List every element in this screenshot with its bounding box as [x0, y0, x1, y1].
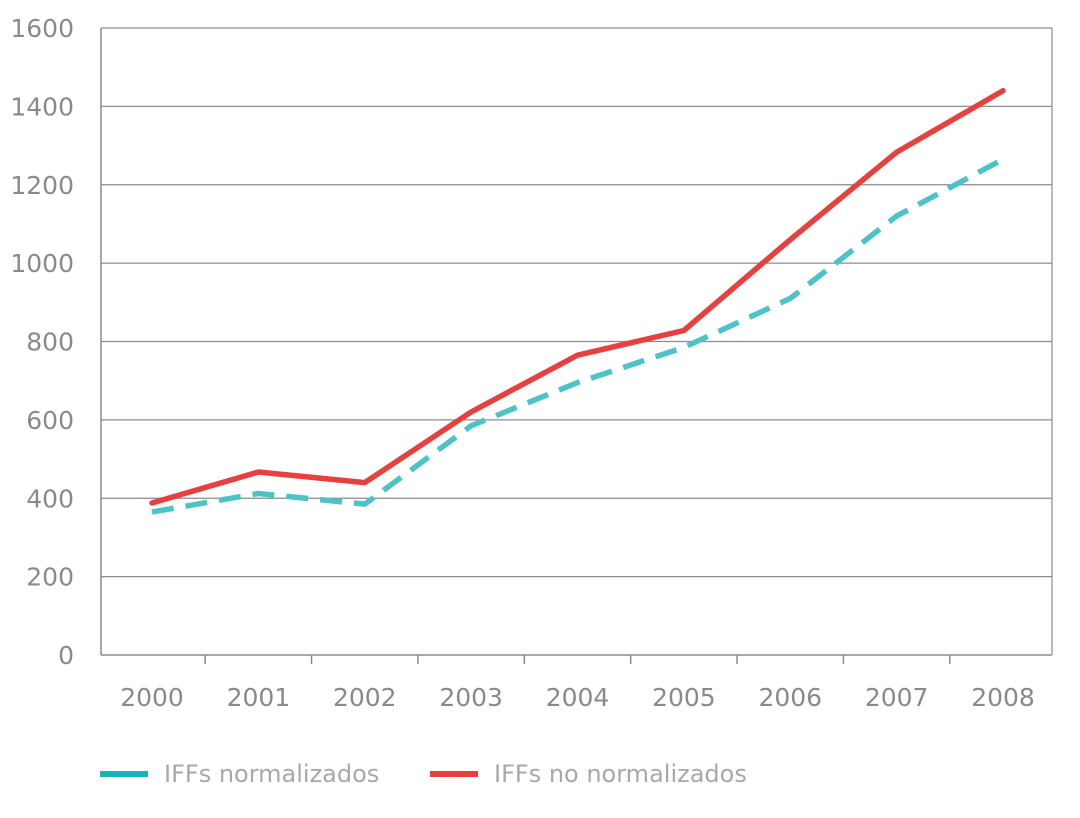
x-tick-label-2001: 2001 — [227, 683, 291, 712]
y-tick-label-1400: 1400 — [10, 92, 74, 121]
y-tick-label-1600: 1600 — [10, 14, 74, 43]
x-tick-labels: 2000 2001 2002 2003 2004 2005 2006 2007 2008 — [120, 683, 1035, 712]
x-tick-label-2000: 2000 — [120, 683, 184, 712]
x-tick-label-2006: 2006 — [758, 683, 822, 712]
x-tick-label-2008: 2008 — [971, 683, 1035, 712]
gridlines — [101, 27, 1052, 578]
series-line-not-normalized — [149, 87, 1006, 506]
y-tick-label-1000: 1000 — [10, 249, 74, 278]
y-tick-label-400: 400 — [26, 484, 74, 513]
legend-label-normalized: IFFs normalizados — [164, 760, 379, 788]
y-tick-label-600: 600 — [26, 406, 74, 435]
x-tick-label-2007: 2007 — [865, 683, 929, 712]
axes — [100, 28, 1053, 664]
y-tick-labels: 0 200 400 600 800 1000 1200 1400 1600 — [10, 14, 74, 670]
y-tick-label-0: 0 — [58, 641, 74, 670]
x-tick-label-2004: 2004 — [546, 683, 610, 712]
y-tick-label-800: 800 — [26, 328, 74, 357]
x-tick-label-2003: 2003 — [439, 683, 503, 712]
legend-label-not-normalized: IFFs no normalizados — [494, 760, 747, 788]
series-line-normalized — [151, 156, 1005, 515]
y-tick-label-1200: 1200 — [10, 171, 74, 200]
y-tick-label-200: 200 — [26, 563, 74, 592]
legend: IFFs normalizados IFFs no normalizados — [100, 760, 747, 788]
x-tick-label-2005: 2005 — [652, 683, 716, 712]
series-lines — [149, 87, 1006, 515]
x-tick-label-2002: 2002 — [333, 683, 397, 712]
